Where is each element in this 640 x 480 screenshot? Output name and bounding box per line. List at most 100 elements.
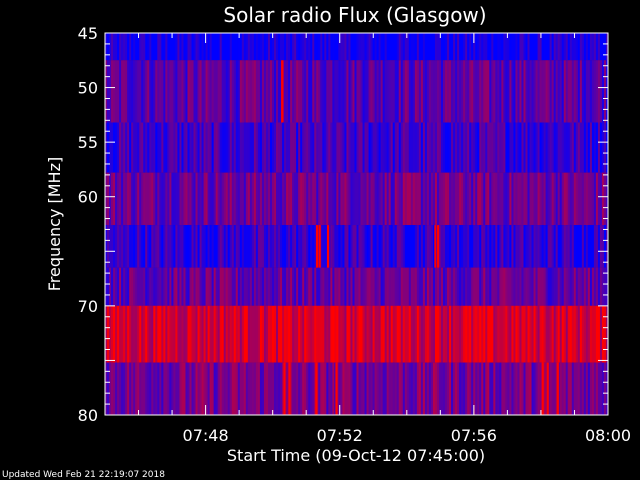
spectrogram-cell xyxy=(169,33,172,61)
spectrogram-cell xyxy=(535,225,538,268)
spectrogram-cell xyxy=(477,362,480,415)
spectrogram-cell xyxy=(382,33,385,61)
spectrogram-cell xyxy=(296,172,299,226)
spectrogram-cell xyxy=(567,172,571,226)
spectrogram-cell xyxy=(177,60,180,123)
spectrogram-cell xyxy=(296,122,299,173)
spectrogram-cell xyxy=(553,172,556,226)
spectrogram-cell xyxy=(547,172,550,226)
spectrogram-cell xyxy=(370,305,373,363)
spectrogram-cell xyxy=(563,225,567,268)
spectrogram-cell xyxy=(181,122,184,173)
spectrogram-cell xyxy=(455,172,458,226)
spectrogram-cell xyxy=(402,60,406,123)
spectrogram-cell xyxy=(267,267,271,306)
spectrogram-cell xyxy=(346,172,349,226)
spectrogram-cell xyxy=(105,267,108,306)
spectrogram-cell xyxy=(123,60,126,123)
spectrogram-cell xyxy=(290,225,293,268)
spectrogram-cell xyxy=(304,60,307,123)
spectrogram-cell xyxy=(420,122,424,173)
spectrogram-cell xyxy=(205,122,208,173)
spectrogram-cell xyxy=(545,60,548,123)
spectrogram-cell xyxy=(451,60,454,123)
spectrogram-cell xyxy=(115,305,118,363)
spectrogram-cell xyxy=(274,305,277,363)
spectrogram-cell xyxy=(135,225,138,268)
spectrogram-cell xyxy=(358,225,361,268)
spectrogram-cell xyxy=(135,267,138,306)
spectrogram-cell xyxy=(155,305,158,363)
spectrogram-cell xyxy=(523,172,526,226)
spectrogram-cell xyxy=(451,33,454,61)
spectrogram-cell xyxy=(507,267,510,306)
spectrogram-cell xyxy=(213,122,216,173)
spectrogram-cell xyxy=(499,172,502,226)
spectrogram-cell xyxy=(491,33,494,61)
spectrogram-cell xyxy=(165,362,168,415)
spectrogram-cell xyxy=(119,60,122,123)
spectrogram-cell xyxy=(219,267,222,306)
spectrogram-cell xyxy=(517,172,520,226)
spectrogram-cell xyxy=(296,60,299,123)
spectrogram-cell xyxy=(157,60,160,123)
spectrogram-cell xyxy=(113,172,116,226)
spectrogram-cell xyxy=(263,33,267,61)
spectrogram-cell xyxy=(358,172,361,226)
spectrogram-cell xyxy=(515,33,518,61)
spectrogram-cell xyxy=(207,33,210,61)
spectrogram-cell xyxy=(298,305,301,363)
spectrogram-cell xyxy=(549,172,552,226)
spectrogram-cell xyxy=(573,33,577,61)
spectrogram-cell xyxy=(547,60,550,123)
spectrogram-cell xyxy=(519,172,522,226)
spectrogram-cell xyxy=(414,362,418,415)
spectrogram-cell xyxy=(141,225,144,268)
spectrogram-cell xyxy=(251,33,255,61)
spectrogram-cell xyxy=(147,33,150,61)
spectrogram-cell xyxy=(155,362,158,415)
spectrogram-cell xyxy=(449,60,452,123)
spectrogram-cell xyxy=(376,225,379,268)
spectrogram-cell xyxy=(310,305,313,363)
spectrogram-cell xyxy=(392,172,396,226)
spectrogram-cell xyxy=(559,362,563,415)
spectrogram-cell xyxy=(527,267,530,306)
spectrogram-cell xyxy=(259,172,263,226)
spectrogram-cell xyxy=(513,122,516,173)
spectrogram-cell xyxy=(278,172,281,226)
spectrogram-cell xyxy=(177,362,180,415)
spectrogram-cell xyxy=(424,122,428,173)
spectrogram-cell xyxy=(404,33,408,61)
spectrogram-cell xyxy=(398,362,402,415)
spectrogram-cell xyxy=(243,122,247,173)
spectrogram-cell xyxy=(432,60,436,123)
spectrogram-cell xyxy=(139,267,142,306)
spectrogram-cell xyxy=(109,225,112,268)
spectrogram-cell xyxy=(274,172,277,226)
spectrogram-cell xyxy=(368,225,371,268)
spectrogram-cell xyxy=(221,33,225,61)
spectrogram-cell xyxy=(374,305,377,363)
spectrogram-cell xyxy=(487,362,490,415)
spectrogram-cell xyxy=(436,60,440,123)
spectrogram-cell xyxy=(165,60,168,123)
spectrogram-cell xyxy=(255,122,259,173)
spectrogram-cell xyxy=(499,362,502,415)
spectrogram-cell xyxy=(537,267,540,306)
spectrogram-cell xyxy=(380,225,383,268)
spectrogram-cell xyxy=(553,362,556,415)
spectrogram-cell xyxy=(495,225,498,268)
spectrogram-cell xyxy=(441,122,444,173)
spectrogram-cell xyxy=(402,305,406,363)
spectrogram-cell xyxy=(376,33,379,61)
spectrogram-cell xyxy=(497,305,500,363)
spectrogram-cell xyxy=(591,362,595,415)
spectrogram-cell xyxy=(147,225,150,268)
spectrogram-cell xyxy=(139,172,142,226)
spectrogram-cell xyxy=(457,362,460,415)
spectrogram-cell xyxy=(382,60,385,123)
spectrogram-cell xyxy=(382,172,385,226)
spectrogram-cell xyxy=(360,33,363,61)
spectrogram-cell xyxy=(372,362,375,415)
